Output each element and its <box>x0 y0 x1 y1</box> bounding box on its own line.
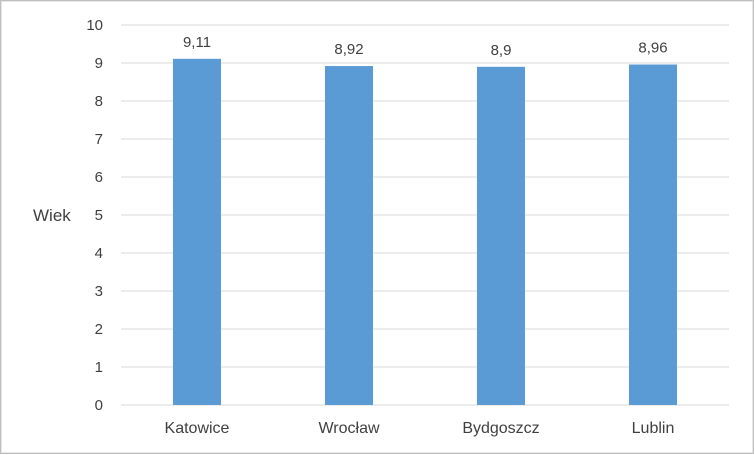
bars <box>173 58 677 406</box>
data-label: 9,11 <box>183 34 211 51</box>
y-tick-label: 8 <box>95 93 103 110</box>
x-category-label: Katowice <box>165 420 230 437</box>
y-tick-label: 3 <box>95 283 103 300</box>
y-tick-label: 10 <box>86 17 103 34</box>
gridlines <box>121 24 729 406</box>
x-category-label: Bydgoszcz <box>462 420 539 437</box>
bar <box>629 64 677 405</box>
bar <box>325 66 373 405</box>
y-tick-label: 0 <box>95 397 103 414</box>
y-tick-label: 2 <box>95 321 103 338</box>
y-tick-label: 1 <box>95 359 103 376</box>
x-category-label: Wrocław <box>318 420 379 437</box>
bar <box>477 66 525 406</box>
y-tick-label: 4 <box>95 245 103 262</box>
y-tick-label: 6 <box>95 169 103 186</box>
data-label: 8,92 <box>334 41 363 58</box>
y-tick-label: 7 <box>95 131 103 148</box>
y-tick-labels: 0 1 2 3 4 5 6 7 8 9 10 <box>86 17 103 414</box>
y-tick-label: 9 <box>95 55 103 72</box>
y-tick-label: 5 <box>95 207 103 224</box>
y-axis-title: Wiek <box>33 206 71 225</box>
x-category-labels: Katowice Wrocław Bydgoszcz Lublin <box>165 420 675 437</box>
bar <box>173 58 221 405</box>
data-label: 8,9 <box>491 42 512 59</box>
data-label: 8,96 <box>638 40 667 57</box>
data-labels: 9,11 8,92 8,9 8,96 <box>183 34 668 59</box>
x-category-label: Lublin <box>632 420 675 437</box>
